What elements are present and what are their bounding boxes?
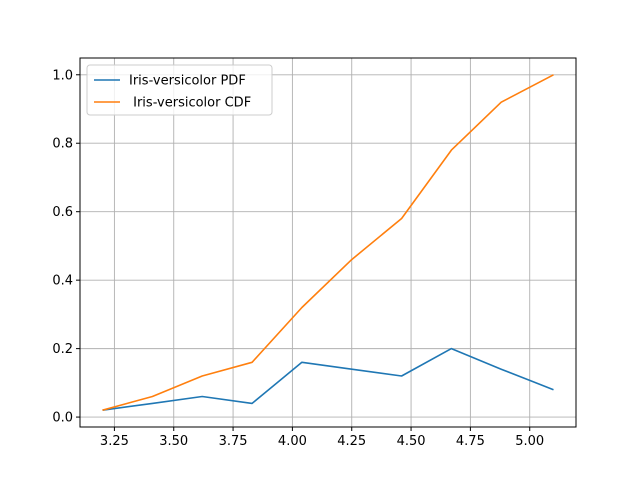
x-tick-label: 3.25	[100, 434, 129, 449]
series-line-cdf	[102, 74, 554, 411]
x-tick-label: 4.50	[397, 434, 426, 449]
y-tick-label: 0.8	[52, 137, 73, 152]
grid	[80, 58, 576, 427]
x-tick-label: 4.25	[337, 434, 366, 449]
x-tick-label: 3.50	[159, 434, 188, 449]
x-tick-label: 4.75	[456, 434, 485, 449]
y-tick-label: 0.0	[52, 411, 73, 426]
y-tick-label: 1.0	[52, 68, 73, 83]
legend-box	[86, 64, 273, 116]
y-tick-label: 0.2	[52, 342, 73, 357]
axis-ticks: 3.25 3.50 3.75 4.00 4.25 4.50 4.75 5.00 0.0 0.2 0.…	[52, 68, 544, 449]
x-tick-label: 5.00	[515, 434, 544, 449]
y-tick-label: 0.4	[52, 274, 73, 289]
y-tick-label: 0.6	[52, 205, 73, 220]
legend-label-pdf: Iris-versicolor PDF	[129, 74, 246, 89]
series-lines	[102, 74, 554, 411]
legend: Iris-versicolor PDF Iris-versicolor CDF	[86, 64, 273, 116]
x-tick-label: 3.75	[219, 434, 248, 449]
series-line-pdf	[102, 347, 554, 411]
legend-label-cdf: Iris-versicolor CDF	[129, 96, 251, 111]
plot-area-frame	[79, 57, 577, 428]
x-tick-label: 4.00	[278, 434, 307, 449]
